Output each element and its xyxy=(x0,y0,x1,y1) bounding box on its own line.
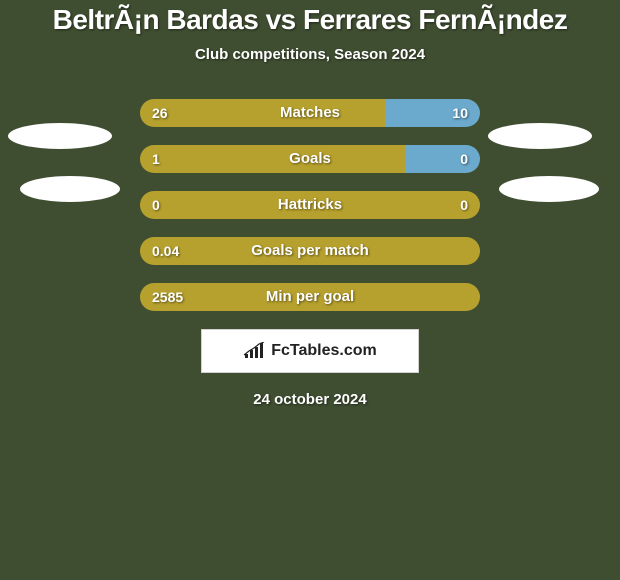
stat-row: Goals10 xyxy=(0,145,620,173)
stat-bar-left xyxy=(140,99,385,127)
stat-bar-right xyxy=(405,145,480,173)
stat-row: Goals per match0.04 xyxy=(0,237,620,265)
stat-row: Matches2610 xyxy=(0,99,620,127)
stat-row: Hattricks00 xyxy=(0,191,620,219)
stat-row: Min per goal2585 xyxy=(0,283,620,311)
stat-bar-left xyxy=(140,145,405,173)
stat-bar-track: Hattricks00 xyxy=(140,191,480,219)
date-label: 24 october 2024 xyxy=(0,391,620,408)
stat-bar-track: Goals per match0.04 xyxy=(140,237,480,265)
bar-chart-icon xyxy=(243,342,265,360)
stat-bar-track: Matches2610 xyxy=(140,99,480,127)
source-logo: FcTables.com xyxy=(201,329,419,373)
stat-bar-track: Min per goal2585 xyxy=(140,283,480,311)
page-title: BeltrÃ¡n Bardas vs Ferrares FernÃ¡ndez xyxy=(0,4,620,36)
stat-bar-left xyxy=(140,237,480,265)
comparison-container: BeltrÃ¡n Bardas vs Ferrares FernÃ¡ndez C… xyxy=(0,0,620,580)
logo-text: FcTables.com xyxy=(271,342,377,360)
stat-bar-track: Goals10 xyxy=(140,145,480,173)
stat-bar-left xyxy=(140,283,480,311)
stat-bar-right xyxy=(385,99,480,127)
stat-bar-left xyxy=(140,191,480,219)
subtitle: Club competitions, Season 2024 xyxy=(0,46,620,63)
